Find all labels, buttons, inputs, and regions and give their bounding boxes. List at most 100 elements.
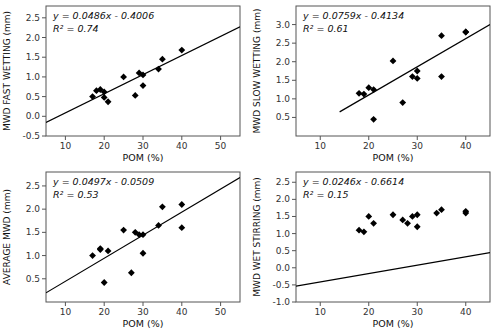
annotation: R² = 0.61	[303, 23, 349, 34]
x-axis-label: POM (%)	[373, 152, 414, 163]
y-tick	[42, 96, 46, 97]
point	[399, 99, 406, 106]
y-tick	[292, 216, 296, 217]
point	[178, 47, 185, 54]
y-tick	[42, 278, 46, 279]
point	[89, 252, 96, 259]
y-tick-label: 1.0	[26, 72, 41, 82]
y-tick	[292, 250, 296, 251]
x-tick-label: 40	[176, 307, 188, 317]
point	[159, 56, 166, 63]
x-tick-label: 20	[98, 307, 110, 317]
data-area	[46, 27, 240, 123]
y-tick-label: 0.5	[276, 246, 290, 256]
y-tick-label: -0.5	[272, 280, 290, 290]
annotation: y = 0.0497x - 0.0509	[52, 176, 154, 187]
y-tick-label: 2.0	[26, 204, 41, 214]
x-tick	[465, 136, 466, 140]
annotation: R² = 0.53	[53, 189, 99, 200]
x-tick	[143, 302, 144, 306]
y-tick-label: 2.5	[276, 38, 290, 48]
point	[370, 116, 377, 123]
x-tick	[220, 136, 221, 140]
x-tick-label: 30	[412, 307, 424, 317]
point	[433, 210, 440, 217]
x-tick	[143, 136, 144, 140]
point	[128, 269, 135, 276]
y-tick-label: -0.5	[22, 131, 40, 141]
y-tick	[42, 255, 46, 256]
point	[390, 211, 397, 218]
point	[140, 250, 147, 257]
annotation: R² = 0.74	[53, 23, 99, 34]
y-tick	[292, 302, 296, 303]
y-tick	[292, 199, 296, 200]
y-tick-label: 1.0	[276, 229, 291, 239]
point	[390, 58, 397, 65]
point	[120, 227, 127, 234]
y-tick-label: -1.0	[272, 297, 290, 307]
point	[105, 98, 112, 105]
y-tick	[292, 98, 296, 99]
regression-line	[340, 24, 490, 111]
x-tick	[368, 136, 369, 140]
y-tick-label: 1.5	[26, 227, 40, 237]
y-axis-label: MWD FAST WETTING (mm)	[2, 11, 12, 131]
y-tick-label: 2.0	[276, 194, 291, 204]
x-axis-label: POM (%)	[373, 318, 414, 329]
y-tick-label: 3.0	[276, 20, 291, 30]
y-axis-label: AVERAGE MWD (mm)	[2, 189, 12, 285]
y-tick-label: 1.0	[26, 251, 41, 261]
panel: 102030400.51.01.52.02.53.0POM (%)MWD SLO…	[252, 6, 490, 163]
point	[438, 73, 445, 80]
regression-line	[46, 27, 240, 123]
y-tick-label: 2.5	[26, 181, 40, 191]
y-tick-label: 0.5	[26, 92, 40, 102]
x-tick-label: 50	[215, 307, 227, 317]
y-tick-label: 1.5	[276, 211, 290, 221]
y-tick	[42, 17, 46, 18]
x-tick	[181, 302, 182, 306]
y-tick	[42, 76, 46, 77]
y-tick	[42, 209, 46, 210]
x-tick	[417, 302, 418, 306]
y-tick-label: 0.5	[26, 274, 40, 284]
point	[365, 213, 372, 220]
y-tick-label: 2.0	[26, 33, 41, 43]
y-tick	[292, 80, 296, 81]
y-tick	[292, 233, 296, 234]
figure: 10 20 30 40 50 -0.5 0.0 0.5 1.0 1.5 2.0 2.5 POM (%) M…	[0, 0, 500, 332]
x-tick-label: 10	[60, 307, 72, 317]
panel: 1020304050-0.50.00.51.01.52.02.5POM (%)M…	[2, 6, 240, 163]
point	[132, 92, 139, 99]
y-tick-label: 1.5	[276, 75, 290, 85]
x-tick	[465, 302, 466, 306]
x-tick-label: 50	[215, 141, 227, 151]
y-tick	[292, 117, 296, 118]
y-tick	[42, 57, 46, 58]
y-tick	[292, 267, 296, 268]
point	[97, 246, 104, 253]
y-tick-label: 0.5	[276, 112, 290, 122]
panel: 10203040500.51.01.52.02.5POM (%)AVERAGE …	[2, 172, 240, 329]
x-tick-label: 40	[460, 307, 472, 317]
data-area	[296, 206, 490, 286]
x-tick-label: 30	[137, 141, 149, 151]
data-area	[46, 177, 240, 292]
x-tick-label: 10	[60, 141, 72, 151]
x-tick-label: 40	[176, 141, 188, 151]
x-axis-label: POM (%)	[123, 152, 164, 163]
plot-frame	[296, 172, 490, 302]
point	[414, 75, 421, 82]
regression-line	[46, 177, 240, 292]
x-tick-label: 40	[460, 141, 472, 151]
y-tick	[292, 182, 296, 183]
x-tick	[417, 136, 418, 140]
annotation: y = 0.0759x - 0.4134	[302, 10, 404, 21]
y-tick-label: 0.0	[26, 111, 41, 121]
regression-line	[296, 253, 490, 287]
point	[178, 224, 185, 231]
plot-frame	[296, 6, 490, 136]
annotation: y = 0.0246x - 0.6614	[302, 176, 404, 187]
y-tick-label: 2.5	[26, 13, 40, 23]
